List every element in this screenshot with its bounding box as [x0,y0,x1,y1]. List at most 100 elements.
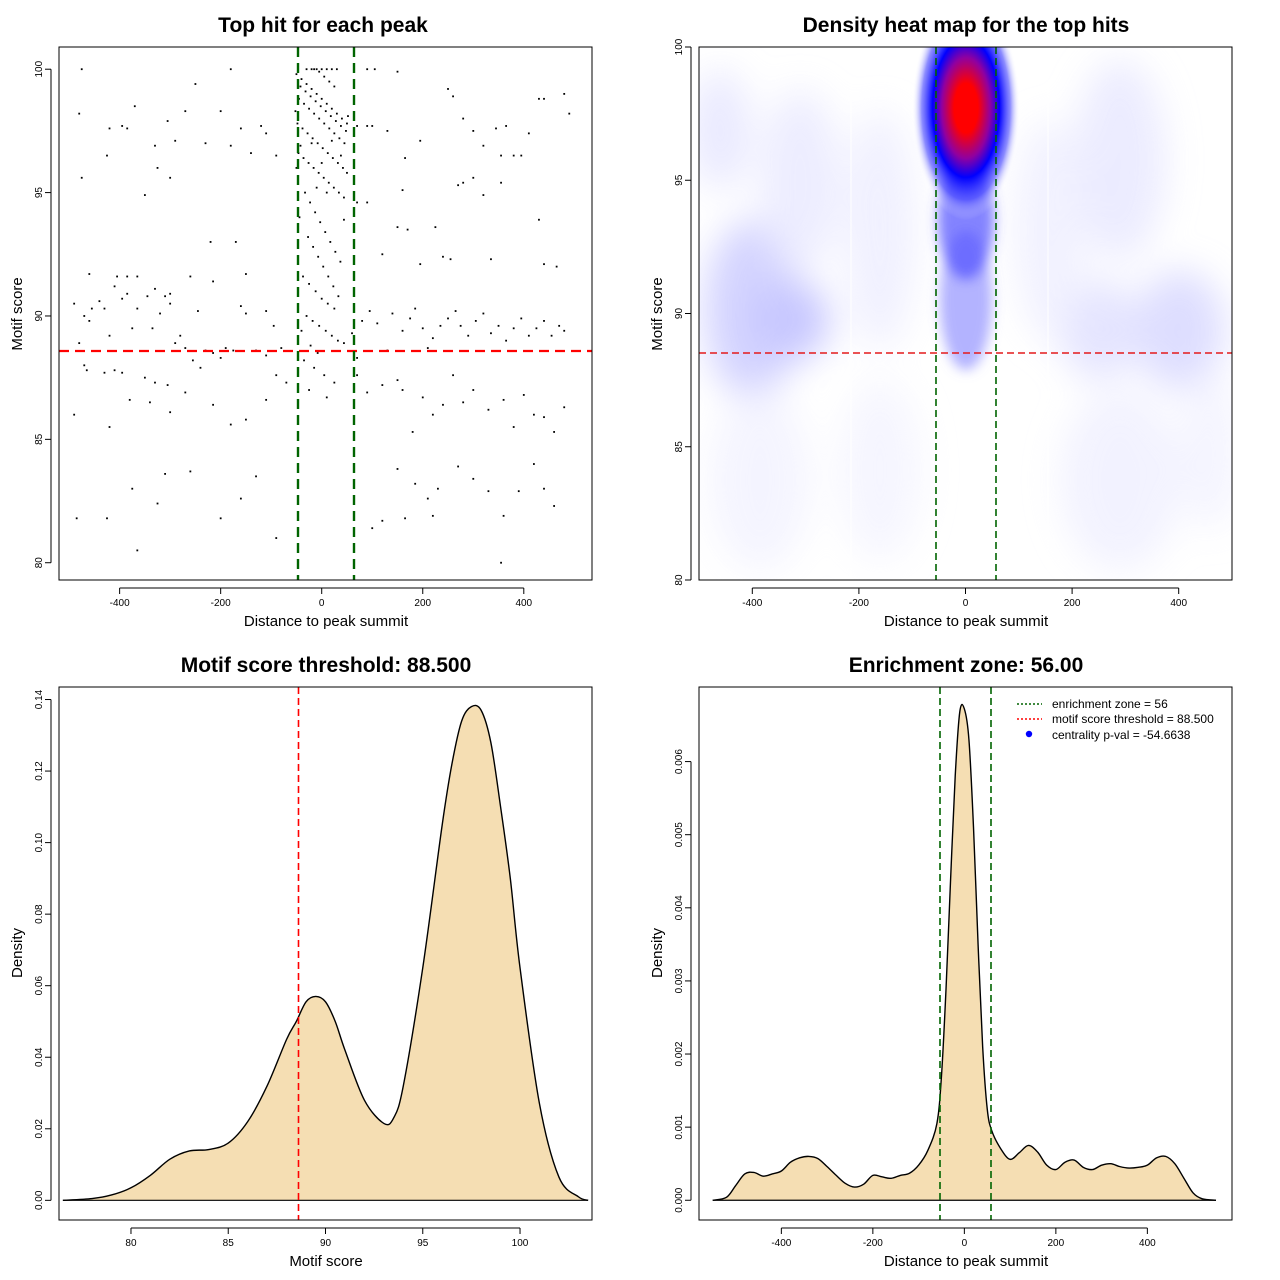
scatter-point [310,88,313,90]
scatter-point [310,142,313,145]
scatter-point [320,68,323,71]
scatter-point [113,369,116,372]
scatter-point [308,282,310,285]
scatter-point [434,226,437,229]
scatter-point [325,102,328,105]
score-density-area [62,705,589,1201]
scatter-point [447,88,449,90]
scatter-point [299,85,302,88]
scatter-point [219,357,222,359]
scatter-point [342,167,344,169]
scatter-point [320,297,323,300]
scatter-point [174,342,177,345]
scatter-point [320,162,323,164]
scatter-point [419,263,422,266]
scatter-point [314,100,317,103]
scatter-point [340,125,342,127]
scatter-point [295,167,298,169]
scatter-points [73,68,571,564]
scatter-point [212,280,214,283]
scatter-point [401,189,404,192]
scatter-point [520,317,523,320]
scatter-point [497,324,500,327]
scatter-point [333,85,336,88]
scatter-point [482,144,485,147]
scatter-point [302,157,305,159]
scatter-point [272,324,275,327]
scatter-point [522,394,525,396]
scatter-point [520,154,523,157]
scatter-point [366,391,369,394]
score-density-x-tick-label: 85 [223,1238,235,1249]
distance-density-y-label: Density [649,927,666,978]
scatter-point [512,154,515,157]
heatmap-y-label: Motif score [649,277,666,350]
distance-density-panel: Enrichment zone: 56.00 enrichment zone =… [649,654,1233,1270]
scatter-point [149,401,151,404]
scatter-point [311,137,314,140]
scatter-point [313,68,316,71]
scatter-point [312,167,315,169]
scatter-point [229,423,232,426]
scatter-point [154,381,156,384]
scatter-point [411,431,414,433]
scatter-point [345,129,347,132]
scatter-point [396,226,399,229]
score-density-y-tick-label: 0.00 [34,1190,45,1210]
scatter-point [298,216,301,219]
scatter-point [381,519,384,522]
scatter-point [474,320,477,322]
scatter-point [401,329,404,332]
scatter-point [224,347,227,349]
scatter-point [212,403,214,406]
scatter-point [229,68,232,71]
scatter-point [472,129,475,132]
scatter-point [301,127,304,130]
scatter-point [275,154,278,157]
scatter-point [543,97,545,100]
scatter-point [563,92,566,95]
distance-density-x-label: Distance to peak summit [884,1253,1049,1270]
scatter-point [325,191,328,194]
scatter-point [78,112,81,115]
scatter-point [437,487,439,490]
scatter-point [487,408,490,411]
distance-density-x-tick-label: -200 [863,1238,883,1249]
scatter-point [229,144,232,147]
scatter-x-axis: -400 -200 0 200 400 [110,587,533,609]
scatter-point [426,497,429,500]
score-density-x-tick-label: 100 [512,1238,529,1249]
scatter-point [245,312,247,315]
scatter-point [317,255,320,258]
scatter-point [406,228,409,231]
scatter-point [500,181,502,184]
scatter-point [318,117,321,120]
distance-density-y-tick-label: 0.002 [674,1041,685,1066]
scatter-point [90,307,93,310]
scatter-point [329,241,332,243]
scatter-point [260,125,262,127]
scatter-point [300,78,303,80]
scatter-point [391,312,394,315]
scatter-point [209,241,212,243]
scatter-plot-frame [58,46,593,581]
scatter-point [326,152,329,155]
scatter-point [553,505,556,507]
scatter-point [316,352,319,354]
scatter-point [386,129,389,132]
scatter-point [558,324,561,327]
scatter-point [315,68,318,71]
distance-density-y-tick-label: 0.003 [674,968,685,993]
scatter-point [169,292,172,295]
score-density-y-tick-label: 0.08 [34,904,45,924]
score-density-y-tick-label: 0.02 [34,1119,45,1139]
distance-density-x-tick-label: 400 [1139,1238,1156,1249]
heatmap-x-tick-label: -400 [742,598,762,609]
scatter-point [305,315,308,317]
scatter-point [340,154,342,157]
scatter-point [143,194,146,196]
score-density-x-tick-label: 90 [320,1238,332,1249]
scatter-point [457,184,460,187]
scatter-point [317,171,320,174]
